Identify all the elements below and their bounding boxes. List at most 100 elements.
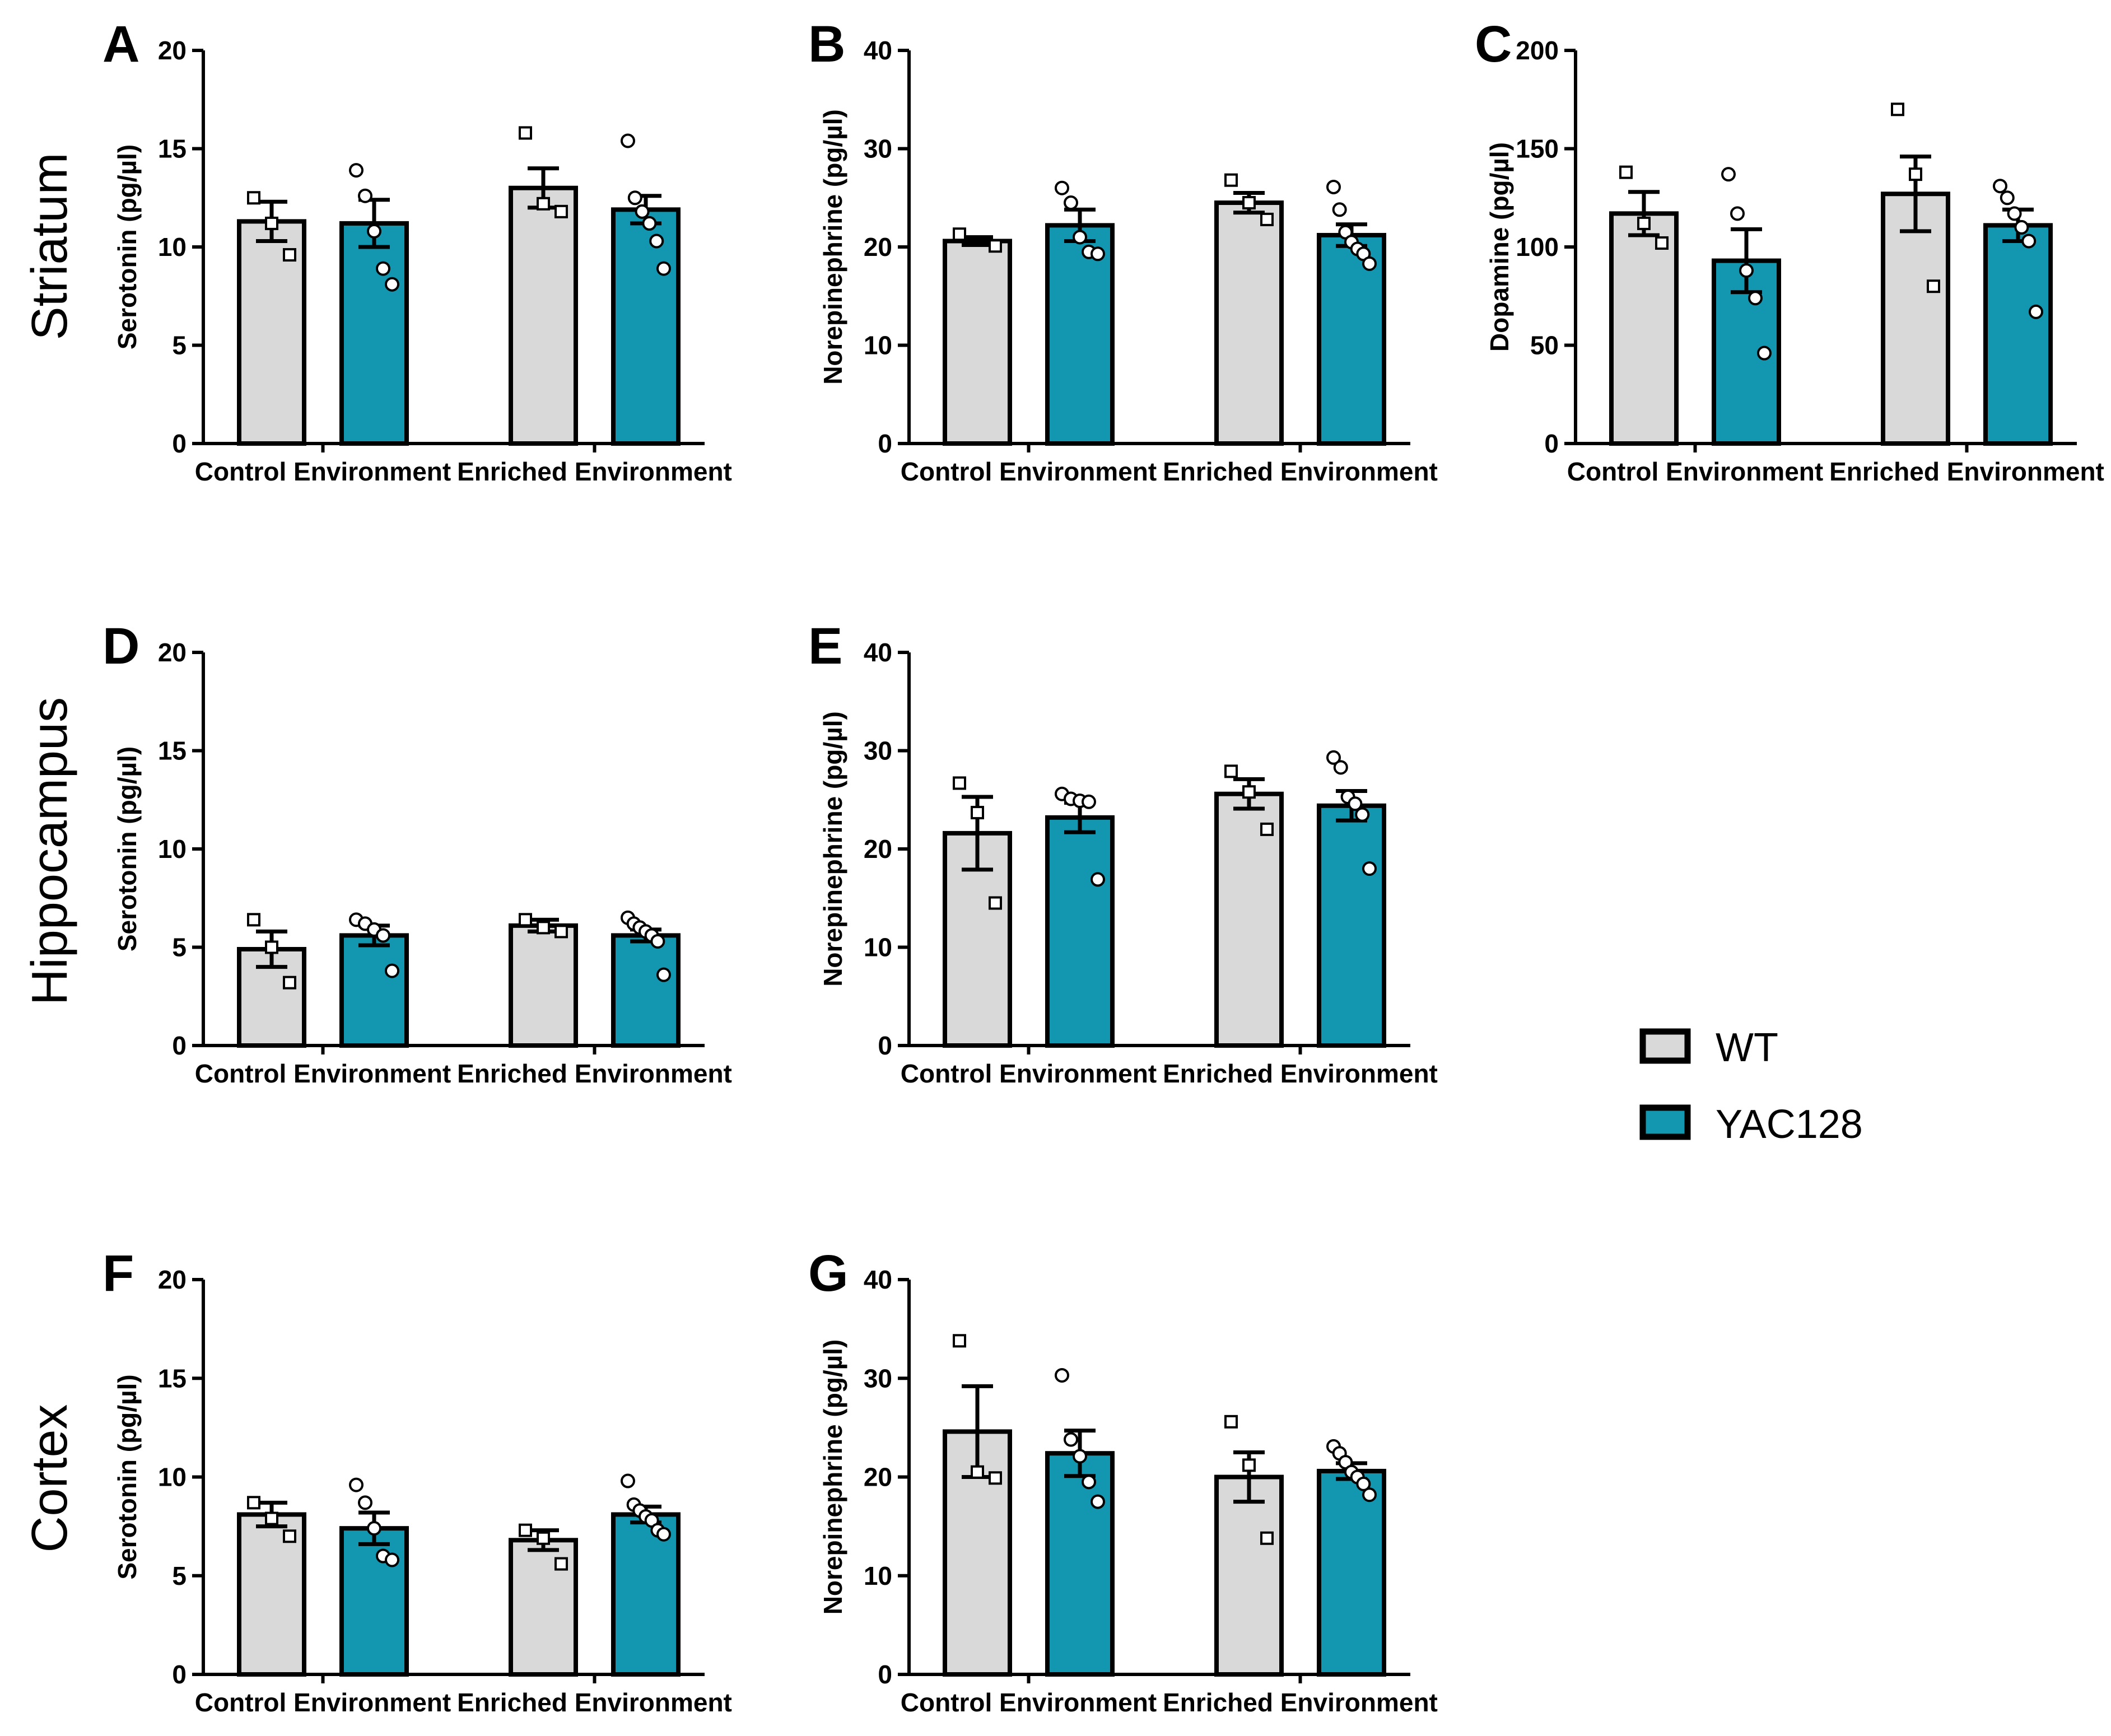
- data-point-square: [989, 896, 1002, 910]
- row-label-text: Hippocampus: [22, 697, 78, 1005]
- data-point-circle: [650, 934, 665, 949]
- data-point-square: [554, 204, 568, 218]
- data-point-square: [971, 1465, 984, 1479]
- data-point-square: [1927, 279, 1940, 293]
- data-point-square: [265, 1511, 278, 1525]
- panel-letter: A: [102, 16, 139, 73]
- data-point-circle: [621, 1473, 635, 1488]
- data-point-circle: [385, 1552, 399, 1567]
- data-point-square: [1909, 167, 1922, 181]
- data-point-circle: [2029, 304, 2043, 319]
- data-point-circle: [1757, 346, 1772, 361]
- y-tick-label: 0: [878, 429, 892, 458]
- bar: [611, 207, 681, 446]
- x-tick-label: Enriched Environment: [457, 1059, 732, 1088]
- bar: [1983, 223, 2053, 446]
- data-point-circle: [376, 261, 390, 276]
- data-point-square: [265, 940, 278, 954]
- data-point-square: [283, 248, 296, 262]
- bar: [509, 185, 578, 446]
- bar: [339, 933, 409, 1048]
- data-point-circle: [1073, 230, 1087, 245]
- chart-panel-d: D Serotonin (pg/µl) 0 5 10 15 20 Control Enviro…: [102, 618, 732, 1088]
- panel-letter: E: [808, 618, 842, 675]
- data-point-circle: [1055, 180, 1069, 195]
- bar: [1045, 1451, 1115, 1677]
- data-point-square: [283, 976, 296, 990]
- data-point-square: [1637, 216, 1651, 230]
- data-point-circle: [1091, 1494, 1105, 1509]
- row-label-striatum: Striatum: [22, 152, 78, 340]
- y-axis-label: Norepinephrine (pg/µl): [818, 109, 847, 385]
- data-point-circle: [2014, 220, 2029, 235]
- y-tick-label: 40: [864, 1265, 892, 1294]
- legend-item-yac128: YAC128: [1639, 1102, 1863, 1147]
- y-tick-label: 20: [864, 834, 892, 864]
- data-point-square: [953, 776, 966, 790]
- panel-letter: B: [808, 16, 845, 73]
- data-point-square: [989, 1471, 1002, 1485]
- legend-swatch-yac128: [1639, 1104, 1691, 1140]
- bar: [1214, 1474, 1284, 1677]
- x-tick-label: Enriched Environment: [457, 1688, 732, 1717]
- bar: [1881, 192, 1950, 446]
- data-point-square: [1242, 785, 1256, 799]
- data-point-circle: [1355, 807, 1370, 822]
- row-label-hippocampus: Hippocampus: [22, 697, 78, 1005]
- data-point-square: [519, 913, 532, 927]
- bar: [611, 933, 681, 1048]
- data-point-square: [1242, 196, 1256, 210]
- data-point-circle: [1332, 202, 1347, 217]
- data-point-square: [265, 216, 278, 230]
- data-point-circle: [1739, 263, 1754, 278]
- y-tick-label: 5: [172, 933, 187, 962]
- bar: [339, 1526, 409, 1677]
- data-point-square: [537, 197, 550, 211]
- y-tick-label: 40: [864, 36, 892, 65]
- x-tick-label: Control Environment: [195, 1059, 451, 1088]
- data-point-circle: [1356, 1476, 1371, 1491]
- data-point-square: [1224, 1415, 1238, 1429]
- data-point-circle: [1082, 794, 1096, 809]
- y-tick-label: 20: [158, 36, 187, 65]
- data-point-circle: [358, 188, 372, 203]
- bar: [1317, 1468, 1386, 1677]
- data-point-square: [537, 1531, 550, 1545]
- legend-item-wt: WT: [1639, 1025, 1778, 1070]
- panel-letter: D: [102, 618, 139, 675]
- data-point-circle: [635, 204, 650, 219]
- panel-letter: C: [1475, 16, 1512, 73]
- data-point-circle: [376, 928, 390, 943]
- chart-panel-a: A Serotonin (pg/µl) 0 5 10 15 20 Control Enviro…: [102, 16, 732, 486]
- x-tick-label: Enriched Environment: [1163, 1059, 1438, 1088]
- legend-label-wt: WT: [1716, 1025, 1778, 1070]
- x-tick-label: Control Environment: [195, 1688, 451, 1717]
- y-axis-label: Serotonin (pg/µl): [113, 144, 142, 349]
- data-point-circle: [1082, 1474, 1096, 1490]
- legend-swatch-wt: [1639, 1028, 1691, 1064]
- y-tick-label: 20: [158, 638, 187, 667]
- y-axis-label: Serotonin (pg/µl): [113, 746, 142, 951]
- y-tick-label: 30: [864, 134, 892, 164]
- x-tick-label: Control Environment: [1567, 457, 1823, 486]
- y-tick-label: 20: [864, 232, 892, 262]
- x-tick-label: Enriched Environment: [1829, 457, 2104, 486]
- chart-panel-e: E Norepinephrine (pg/µl) 0 10 20 30 40 Control …: [808, 618, 1438, 1088]
- data-point-circle: [367, 223, 381, 239]
- bar: [943, 239, 1012, 446]
- x-tick-label: Control Environment: [901, 1688, 1157, 1717]
- data-point-square: [989, 239, 1002, 253]
- y-tick-label: 30: [864, 1364, 892, 1393]
- data-point-circle: [1091, 246, 1105, 262]
- y-tick-label: 15: [158, 1364, 187, 1393]
- y-tick-label: 5: [172, 331, 187, 360]
- data-point-square: [1242, 1458, 1256, 1472]
- data-point-square: [519, 126, 532, 140]
- data-point-square: [247, 1496, 260, 1510]
- row-label-text: Striatum: [22, 152, 78, 340]
- data-point-square: [283, 1529, 296, 1543]
- data-point-circle: [1326, 750, 1341, 765]
- bar: [1317, 803, 1386, 1048]
- x-tick-label: Enriched Environment: [1163, 1688, 1438, 1717]
